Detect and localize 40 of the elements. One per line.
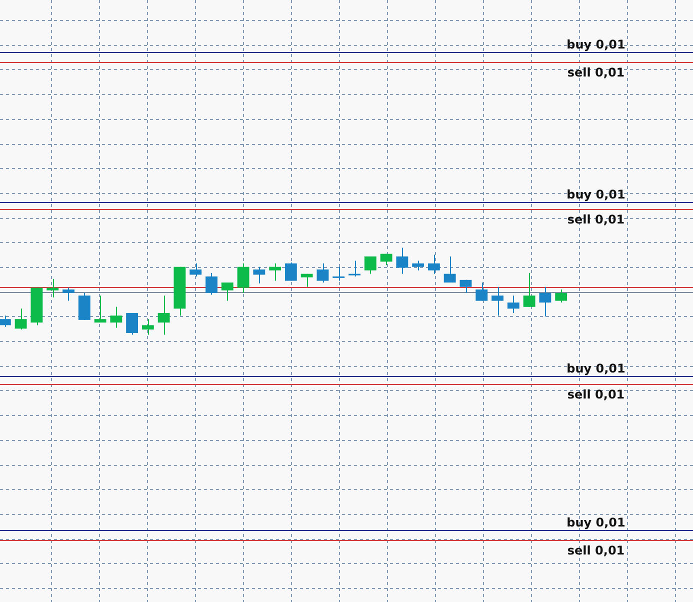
candlestick (221, 282, 234, 302)
candlestick (110, 306, 122, 328)
candlestick (142, 318, 154, 336)
candlestick (507, 295, 520, 314)
ref-line-label: buy 0,01 (566, 38, 626, 52)
ref-line-label: buy 0,01 (566, 188, 626, 202)
candlestick (284, 262, 297, 282)
candlestick (316, 262, 329, 284)
ref-line-label: buy 0,01 (566, 516, 626, 530)
candlestick (0, 315, 11, 328)
ref-line-label: sell 0,01 (567, 212, 625, 226)
candlestick (476, 282, 488, 302)
candlestick (555, 289, 568, 304)
candlestick (237, 262, 250, 294)
candlestick (62, 287, 74, 302)
candlestick (492, 286, 504, 316)
candlestick (14, 308, 27, 330)
candlestick (190, 262, 202, 277)
candlestick (444, 256, 456, 284)
candlestick (300, 273, 313, 288)
candlestick (46, 278, 59, 298)
candlestick (460, 279, 472, 294)
candlestick (539, 286, 552, 317)
candlestick (94, 295, 106, 324)
candlestick (396, 247, 408, 274)
candlestick (126, 312, 138, 336)
candlestick (523, 272, 536, 308)
candlestick (253, 266, 266, 284)
candlestick (206, 272, 218, 296)
candlestick (412, 260, 424, 271)
candlestick (428, 254, 440, 274)
ref-line-label: sell 0,01 (567, 66, 625, 80)
candlestick (269, 262, 282, 282)
candlestick (348, 260, 360, 277)
ref-line-label: sell 0,01 (567, 388, 625, 402)
ref-line-label: buy 0,01 (566, 362, 626, 376)
candlestick (364, 256, 376, 274)
ref-line-label: sell 0,01 (567, 544, 625, 558)
candlestick (158, 295, 170, 336)
candlestick (332, 266, 345, 282)
